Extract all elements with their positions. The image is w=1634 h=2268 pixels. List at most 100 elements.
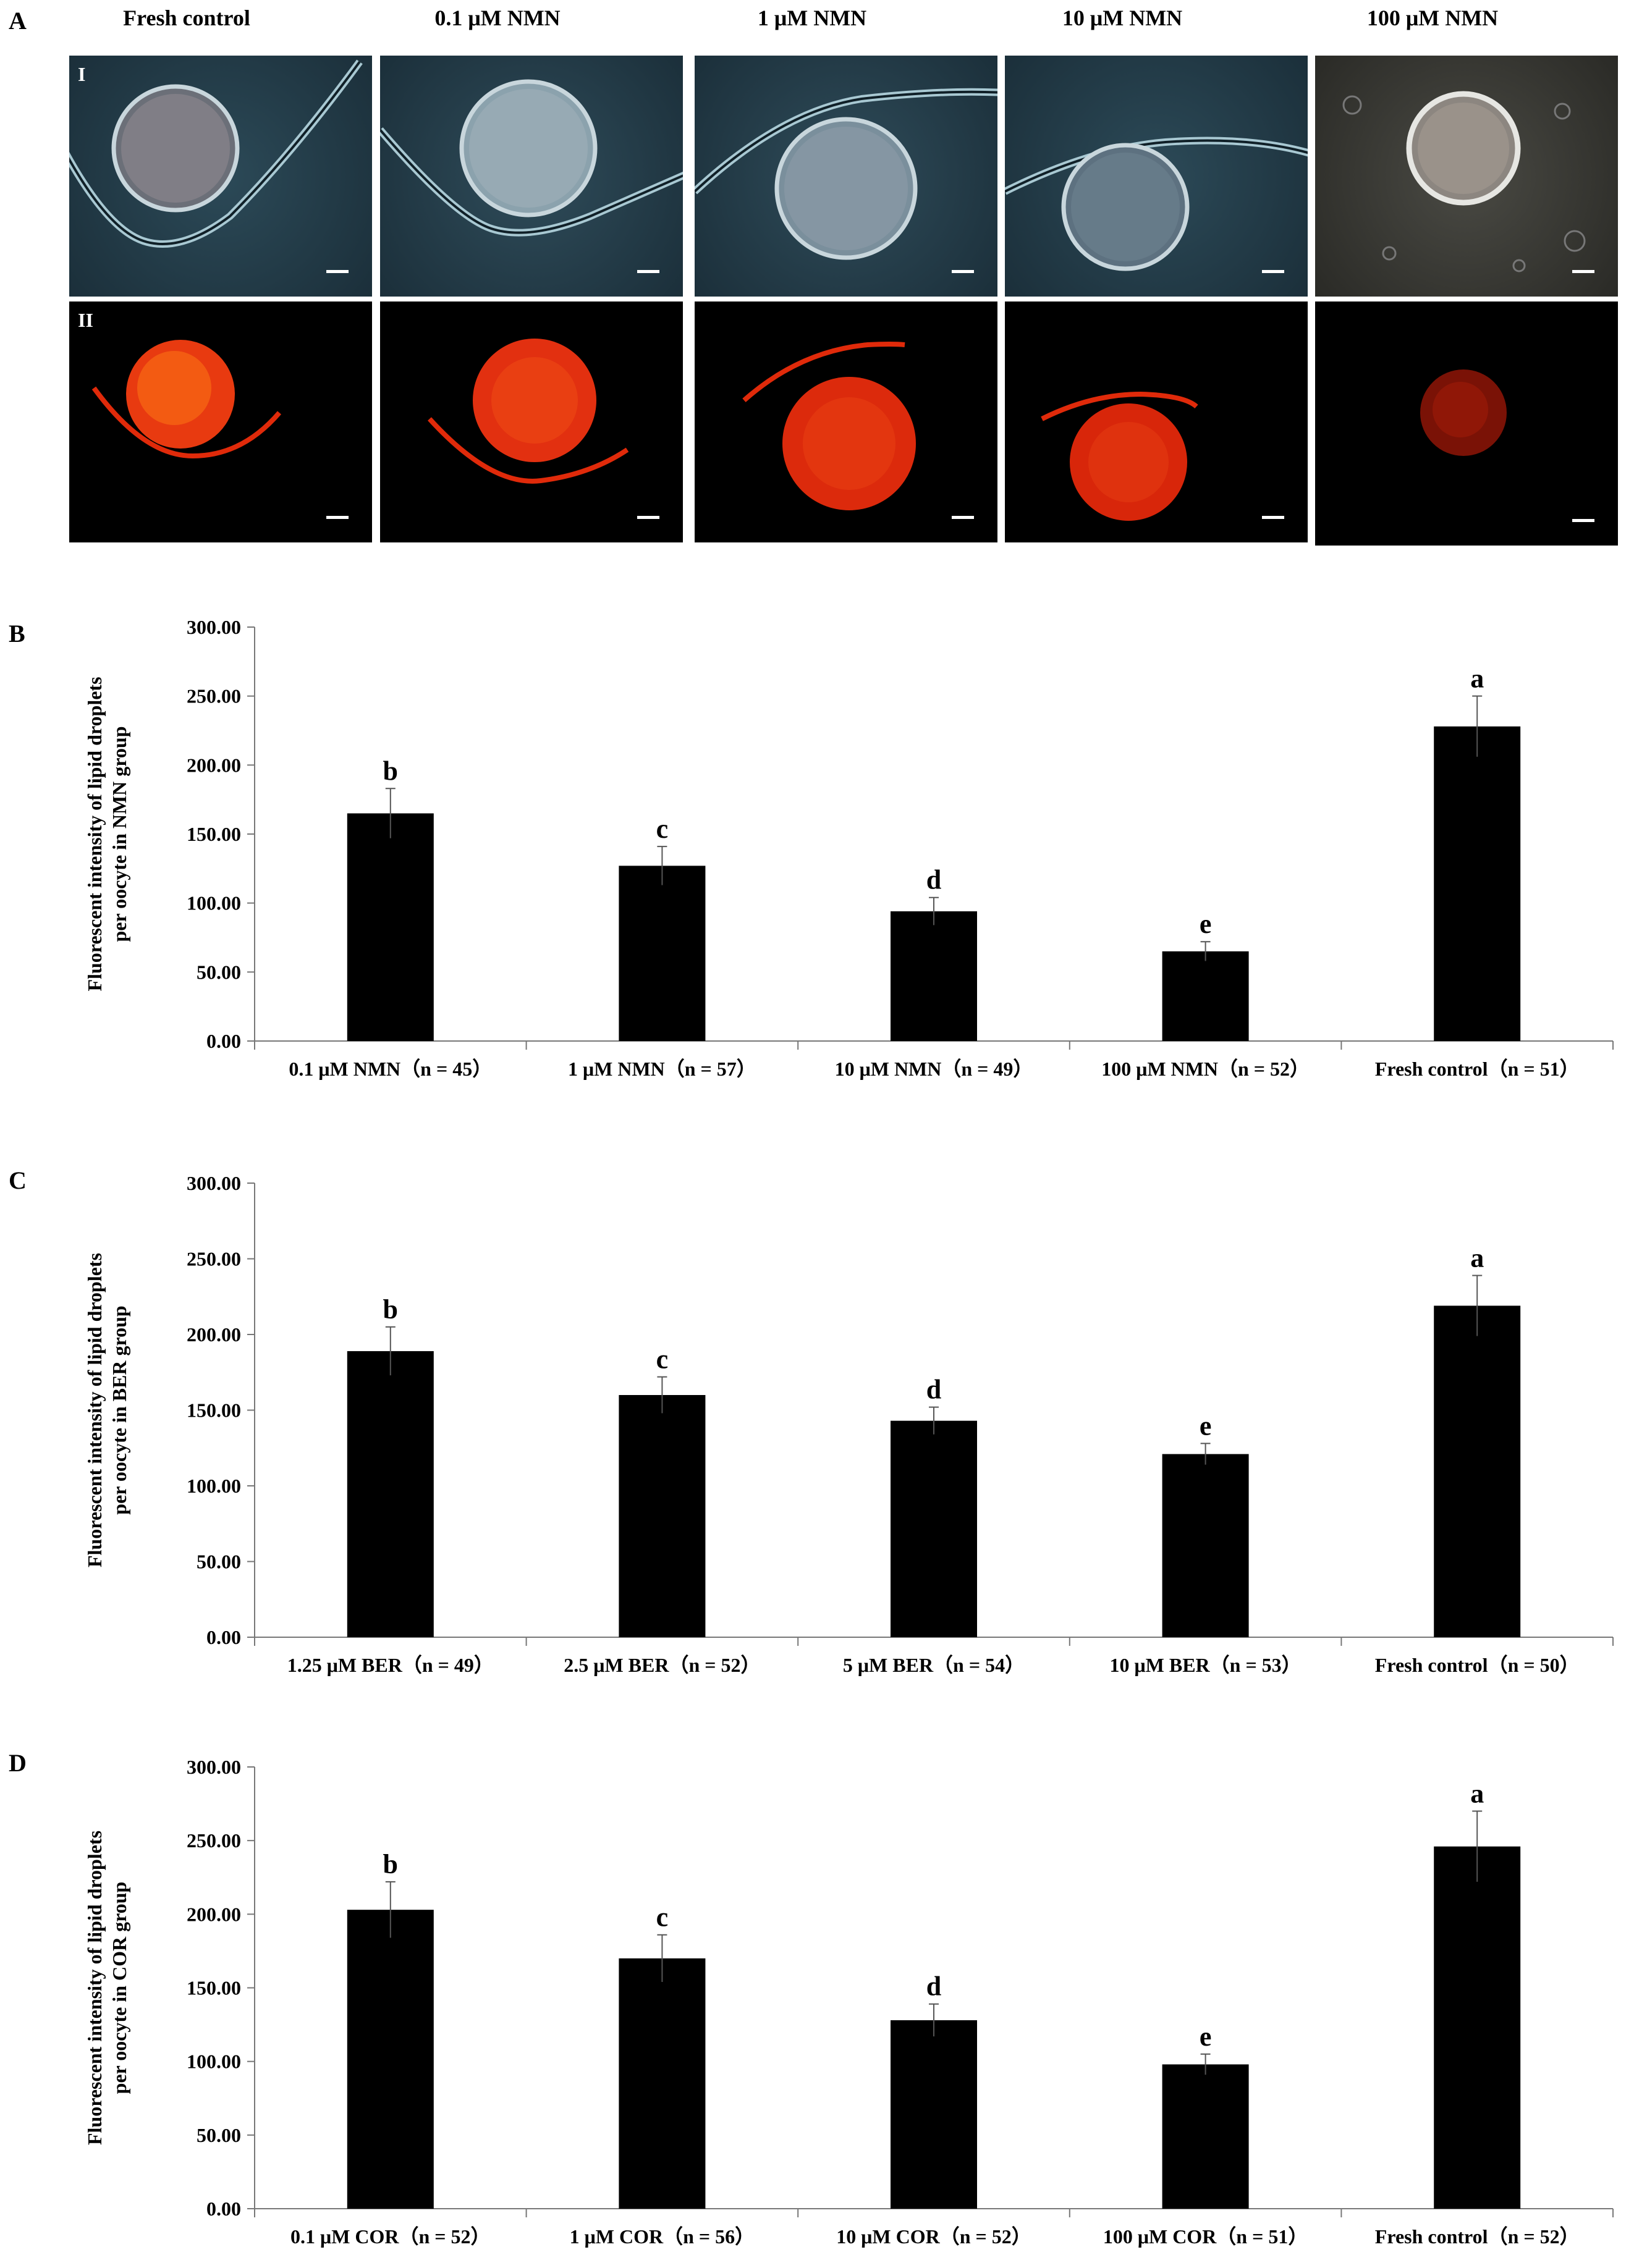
brightfield-image-10-nmn <box>1005 56 1308 297</box>
fluorescence-image-0-1-nmn <box>380 301 683 542</box>
fluorescence-image-100-nmn <box>1315 301 1618 546</box>
brightfield-image-0-1-nmn <box>380 56 683 297</box>
bar <box>1434 1305 1521 1637</box>
bar <box>1434 1846 1521 2209</box>
x-tick-label: 1 μM NMN（n = 57） <box>568 1058 756 1080</box>
x-tick-label: 100 μM NMN（n = 52） <box>1101 1058 1310 1080</box>
y-tick-label: 250.00 <box>187 1248 241 1270</box>
significance-letter: e <box>1200 2021 1212 2052</box>
significance-letter: d <box>926 865 941 895</box>
fluorescence-image-1-nmn <box>695 301 997 542</box>
y-axis-label-line-2: per oocyte in COR group <box>108 1882 130 2094</box>
column-title-10-nmn: 10 μM NMN <box>1062 6 1183 30</box>
y-axis-label-line-2: per oocyte in NMN group <box>108 726 130 942</box>
x-tick-label: Fresh control（n = 51） <box>1375 1058 1580 1080</box>
bar <box>1162 951 1249 1041</box>
scale-bar <box>1572 519 1594 522</box>
bar <box>1162 1454 1249 1637</box>
column-title-0-1-nmn: 0.1 μM NMN <box>434 6 561 30</box>
bar-chart-ber: 0.00 50.00 100.00 150.00 200.00 250.00 300.00 F… <box>83 1172 1614 1676</box>
y-tick-label: 150.00 <box>187 1399 241 1422</box>
significance-letter: a <box>1470 1779 1484 1809</box>
y-tick-label: 100.00 <box>187 892 241 914</box>
x-tick-label: 0.1 μM COR（n = 52） <box>290 2225 491 2248</box>
y-tick-label: 250.00 <box>187 685 241 707</box>
brightfield-image-1-nmn <box>695 56 997 297</box>
panel-label-a: A <box>9 7 27 35</box>
y-axis-label: Fluorescent intensity of lipid droplets p… <box>83 1253 130 1567</box>
significance-letter: c <box>656 814 669 844</box>
y-tick-label: 300.00 <box>187 1756 241 1778</box>
bar <box>891 2020 977 2209</box>
y-axis-label-line-1: Fluorescent intensity of lipid droplets <box>83 1831 106 2145</box>
bar <box>1162 2064 1249 2209</box>
chart-nmn-group: 0.00 50.00 100.00 150.00 200.00 250.00 300.00 F… <box>0 609 1634 1109</box>
scale-bar <box>637 516 659 519</box>
significance-letter: d <box>926 1375 941 1405</box>
scale-bar <box>952 270 974 273</box>
fluorescence-image-fresh-control: II <box>69 301 372 542</box>
bar <box>347 1910 434 2209</box>
significance-letter: b <box>383 1294 398 1325</box>
fluorescence-image-10-nmn <box>1005 301 1308 542</box>
y-axis-label-line-1: Fluorescent intensity of lipid droplets <box>83 677 106 991</box>
y-tick-label: 250.00 <box>187 1829 241 1852</box>
column-title-100-nmn: 100 μM NMN <box>1366 6 1499 30</box>
y-tick-label: 300.00 <box>187 616 241 638</box>
bar <box>347 813 434 1041</box>
y-axis-label-line-2: per oocyte in BER group <box>108 1305 130 1514</box>
significance-letter: b <box>383 756 398 786</box>
chart-ber-group: 0.00 50.00 100.00 150.00 200.00 250.00 300.00 F… <box>0 1158 1634 1696</box>
y-tick-label: 200.00 <box>187 1903 241 1925</box>
column-title-1-nmn: 1 μM NMN <box>757 6 867 30</box>
bar <box>619 1395 706 1637</box>
y-tick-label: 0.00 <box>206 1030 241 1052</box>
significance-letter: c <box>656 1344 669 1375</box>
significance-letter: c <box>656 1902 669 1933</box>
bar-chart-nmn: 0.00 50.00 100.00 150.00 200.00 250.00 300.00 F… <box>83 616 1614 1080</box>
y-tick-label: 50.00 <box>197 961 241 983</box>
scale-bar <box>326 516 349 519</box>
y-tick-label: 150.00 <box>187 823 241 845</box>
bar <box>619 866 706 1041</box>
y-tick-label: 50.00 <box>197 1551 241 1573</box>
x-tick-label: 1 μM COR（n = 56） <box>570 2225 755 2248</box>
x-tick-label: 2.5 μM BER（n = 52） <box>564 1654 760 1676</box>
panel-label-d: D <box>9 1749 27 1777</box>
panel-label-b: B <box>9 620 25 647</box>
scale-bar <box>326 270 349 273</box>
x-tick-label: 0.1 μM NMN（n = 45） <box>289 1058 492 1080</box>
scale-bar <box>1262 270 1284 273</box>
significance-letter: a <box>1470 1242 1484 1273</box>
y-tick-label: 0.00 <box>206 2198 241 2220</box>
x-tick-label: 1.25 μM BER（n = 49） <box>287 1654 494 1676</box>
y-tick-label: 200.00 <box>187 1323 241 1346</box>
y-tick-label: 150.00 <box>187 1977 241 1999</box>
bar <box>619 1958 706 2209</box>
x-tick-label: 10 μM BER（n = 53） <box>1110 1654 1302 1676</box>
significance-letter: e <box>1200 909 1212 939</box>
bar <box>347 1351 434 1637</box>
scale-bar <box>1572 270 1594 273</box>
chart-cor-group: 0.00 50.00 100.00 150.00 200.00 250.00 300.00 F… <box>0 1742 1634 2265</box>
y-tick-label: 100.00 <box>187 2051 241 2073</box>
significance-letter: a <box>1470 664 1484 694</box>
x-tick-label: Fresh control（n = 50） <box>1375 1654 1580 1676</box>
scale-bar <box>637 270 659 273</box>
x-tick-label: Fresh control（n = 52） <box>1375 2225 1580 2248</box>
x-tick-label: 10 μM NMN（n = 49） <box>835 1058 1033 1080</box>
x-tick-label: 100 μM COR（n = 51） <box>1103 2225 1308 2248</box>
scale-bar <box>1262 516 1284 519</box>
x-tick-label: 5 μM BER（n = 54） <box>843 1654 1025 1676</box>
significance-letter: b <box>383 1849 398 1879</box>
y-tick-label: 200.00 <box>187 754 241 776</box>
y-axis-label: Fluorescent intensity of lipid droplets p… <box>83 677 130 991</box>
y-tick-label: 300.00 <box>187 1172 241 1194</box>
y-axis-label: Fluorescent intensity of lipid droplets p… <box>83 1831 130 2145</box>
x-tick-label: 10 μM COR（n = 52） <box>836 2225 1031 2248</box>
y-tick-label: 0.00 <box>206 1626 241 1648</box>
bar-chart-cor: 0.00 50.00 100.00 150.00 200.00 250.00 300.00 F… <box>83 1756 1614 2248</box>
significance-letter: e <box>1200 1410 1212 1441</box>
significance-letter: d <box>926 1971 941 2002</box>
bar <box>1434 726 1521 1041</box>
